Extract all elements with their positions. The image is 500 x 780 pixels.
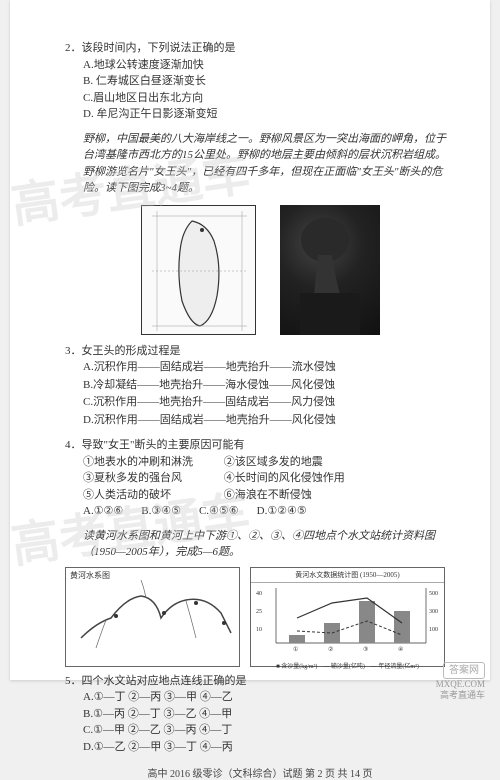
q2-stem: 2．该段时间内，下列说法正确的是: [65, 42, 236, 54]
svg-text:①: ①: [293, 646, 298, 653]
q4-item-3: ③夏秋多发的强台风: [83, 470, 206, 487]
q4-item-4: ④长时间的风化侵蚀作用: [224, 470, 347, 487]
q4-opt-c: C.④⑤⑥: [199, 503, 239, 520]
svg-text:25: 25: [256, 609, 262, 615]
q2-opt-d: D. 牟尼沟正午日影逐渐变短: [83, 106, 262, 123]
svg-text:10: 10: [256, 627, 262, 633]
passage-yeliu: 野柳，中国最美的八大海岸线之一。野柳风景区为一突出海面的岬角，位于台湾基隆市西北…: [83, 131, 455, 197]
exam-page: 2．该段时间内，下列说法正确的是 A.地球公转速度逐渐加快 B. 仁寿城区白昼逐…: [10, 0, 490, 680]
q2-opt-a: A.地球公转速度逐渐加快: [83, 57, 262, 74]
question-2: 2．该段时间内，下列说法正确的是 A.地球公转速度逐渐加快 B. 仁寿城区白昼逐…: [65, 40, 455, 123]
site-mark: MXQE.COM: [436, 679, 485, 689]
question-3: 3．女王头的形成过程是 A.沉积作用——固结成岩——地壳抬升——流水侵蚀 B.冷…: [65, 343, 455, 430]
q4-stem: 4．导致"女王"断头的主要原因可能有: [65, 437, 455, 454]
q5-stem: 5．四个水文站对应地点连线正确的是: [65, 673, 455, 690]
q5-opt-d: D.①—乙 ②—甲 ③—丁 ④—丙: [83, 739, 262, 756]
q4-opt-b: B.③④⑤: [141, 503, 181, 520]
svg-text:100: 100: [429, 627, 438, 633]
question-5: 5．四个水文站对应地点连线正确的是 A.①—丁 ②—丙 ③—甲 ④—乙 B.①—…: [65, 673, 455, 756]
q4-opt-d: D.①②④⑤: [257, 503, 307, 520]
svg-text:④: ④: [398, 646, 403, 653]
wm-small: 高考直通车: [440, 690, 485, 700]
svg-text:②: ②: [328, 646, 333, 653]
q2-opt-b: B. 仁寿城区白昼逐渐变长: [83, 73, 262, 90]
taiwan-map: [141, 205, 256, 335]
figure-row-1: [65, 205, 455, 335]
q2-opt-c: C.眉山地区日出东北方向: [83, 90, 262, 107]
svg-text:300: 300: [429, 609, 438, 615]
svg-text:500: 500: [429, 591, 438, 597]
q4-item-1: ①地表水的冲刷和淋洗: [83, 454, 206, 471]
q3-opt-d: D.沉积作用——固结成岩——地壳抬升——风化侵蚀: [83, 412, 455, 430]
queen-head-photo: [280, 205, 380, 335]
q5-opt-b: B.①—丙 ②—丁 ③—乙 ④—甲: [83, 706, 262, 723]
q5-opt-a: A.①—丁 ②—丙 ③—甲 ④—乙: [83, 689, 262, 706]
q4-item-6: ⑥海浪在不断侵蚀: [224, 487, 347, 504]
page-footer: 高中 2016 级零诊（文科综合）试题 第 2 页 共 14 页: [65, 765, 455, 780]
yellow-river-map: 黄河水系图: [65, 567, 240, 667]
chart-title: 黄河水文数据统计图 (1950—2005): [251, 568, 444, 583]
q4-opt-a: A.①②⑥: [83, 503, 123, 520]
svg-text:40: 40: [256, 591, 262, 597]
q3-opt-a: A.沉积作用——固结成岩——地壳抬升——流水侵蚀: [83, 359, 455, 377]
q3-opt-c: C.沉积作用——地壳抬升——固结成岩——风力侵蚀: [83, 394, 455, 412]
q4-item-2: ②该区域多发的地震: [224, 454, 347, 471]
q4-item-5: ⑤人类活动的破坏: [83, 487, 206, 504]
q3-opt-b: B.冷却凝结——地壳抬升——海水侵蚀——风化侵蚀: [83, 377, 455, 395]
river-map-label: 黄河水系图: [70, 570, 110, 581]
answer-stamp: 答案网: [443, 662, 485, 679]
figure-row-2: 黄河水系图 黄河水文数据统计图 (1950—2005) 40 25 10: [65, 567, 455, 667]
bottom-marks: 答案网 MXQE.COM 高考直通车: [436, 662, 485, 702]
q3-stem: 3．女王头的形成过程是: [65, 343, 455, 360]
hydrology-chart: 黄河水文数据统计图 (1950—2005) 40 25 10 500 300 1…: [250, 567, 445, 667]
svg-text:③: ③: [363, 646, 368, 653]
q5-opt-c: C.①—甲 ②—乙 ③—丙 ④—丁: [83, 722, 262, 739]
passage-yellow-river: 读黄河水系图和黄河上中下游①、②、③、④四地点个水文站统计资料图（1950—20…: [83, 528, 455, 561]
question-4: 4．导致"女王"断头的主要原因可能有 ①地表水的冲刷和淋洗 ②该区域多发的地震 …: [65, 437, 455, 520]
chart-legend: ■ 含沙量(kg/m³) — 输沙量(亿吨) --- 年径流量(亿m³): [251, 660, 444, 671]
